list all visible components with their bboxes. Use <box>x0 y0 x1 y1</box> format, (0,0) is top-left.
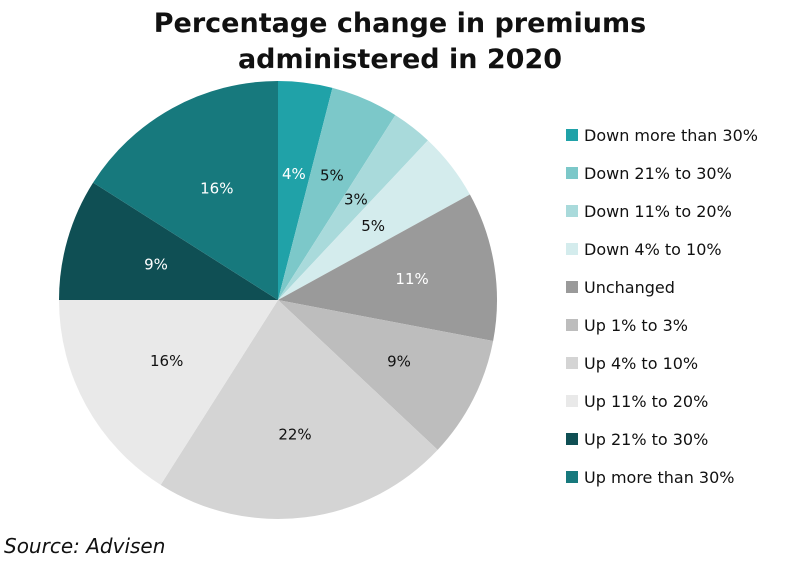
legend-item: Up 21% to 30% <box>566 420 758 458</box>
slice-data-label: 9% <box>144 256 168 274</box>
pie-slice <box>93 81 278 300</box>
legend-label: Down 4% to 10% <box>584 239 722 259</box>
legend: Down more than 30% Down 21% to 30% Down 11… <box>566 116 758 496</box>
slice-data-label: 5% <box>320 166 344 184</box>
pie-slice <box>59 182 278 300</box>
slice-data-label: 16% <box>150 352 183 370</box>
slice-data-label: 22% <box>278 426 311 444</box>
legend-swatch <box>566 205 578 217</box>
legend-swatch <box>566 167 578 179</box>
chart-title-line-1: Percentage change in premiums <box>153 8 647 39</box>
slice-data-label: 16% <box>200 180 233 198</box>
legend-item: Up 1% to 3% <box>566 306 758 344</box>
legend-swatch <box>566 433 578 445</box>
pie-slice <box>278 194 497 342</box>
legend-label: Up 11% to 20% <box>584 391 709 411</box>
legend-swatch <box>566 395 578 407</box>
legend-swatch <box>566 243 578 255</box>
chart-title-line-2: administered in 2020 <box>237 44 563 75</box>
legend-swatch <box>566 357 578 369</box>
legend-item: Up 4% to 10% <box>566 344 758 382</box>
pie-slice <box>160 300 438 519</box>
legend-item: Unchanged <box>566 268 758 306</box>
legend-label: Up more than 30% <box>584 467 735 487</box>
pie-slice <box>278 300 494 450</box>
legend-swatch <box>566 319 578 331</box>
legend-swatch <box>566 471 578 483</box>
legend-label: Up 4% to 10% <box>584 353 699 373</box>
pie-slice <box>59 300 278 485</box>
slice-data-label: 11% <box>395 270 428 288</box>
legend-item: Up more than 30% <box>566 458 758 496</box>
slice-data-label: 9% <box>387 353 411 371</box>
legend-label: Up 21% to 30% <box>584 429 709 449</box>
legend-swatch <box>566 281 578 293</box>
legend-item: Down 21% to 30% <box>566 154 758 192</box>
chart-title: Percentage change in premiums administer… <box>0 6 800 78</box>
legend-label: Down 11% to 20% <box>584 201 732 221</box>
source-note: Source: Advisen <box>4 534 166 558</box>
pie-slice <box>278 81 333 300</box>
slice-data-label: 3% <box>344 191 368 209</box>
slice-data-label: 4% <box>282 165 306 183</box>
legend-swatch <box>566 129 578 141</box>
legend-label: Up 1% to 3% <box>584 315 688 335</box>
legend-item: Up 11% to 20% <box>566 382 758 420</box>
legend-item: Down more than 30% <box>566 116 758 154</box>
slice-data-label: 5% <box>361 217 385 235</box>
pie-slice <box>278 115 428 300</box>
legend-label: Down 21% to 30% <box>584 163 732 183</box>
pie-slice <box>278 140 470 300</box>
legend-label: Unchanged <box>584 277 675 297</box>
legend-item: Down 11% to 20% <box>566 192 758 230</box>
pie-slice <box>278 87 396 301</box>
legend-label: Down more than 30% <box>584 125 758 145</box>
legend-item: Down 4% to 10% <box>566 230 758 268</box>
